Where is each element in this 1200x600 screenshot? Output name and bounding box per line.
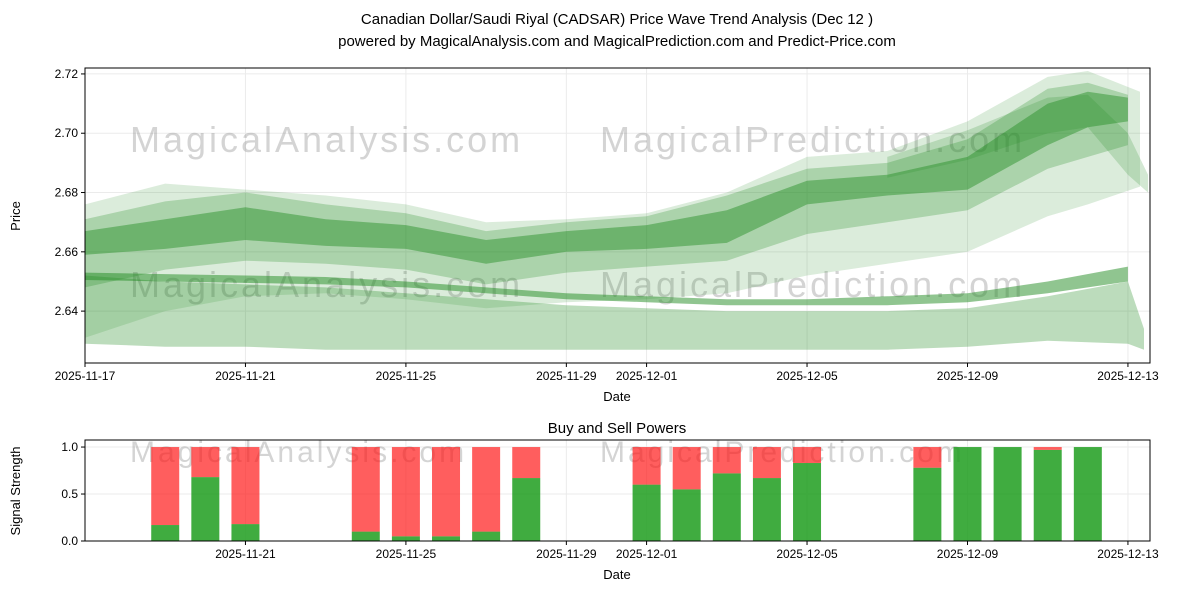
x-tick-label: 2025-12-01 [616, 547, 678, 561]
buy-bar [512, 478, 541, 541]
x-tick-label: 2025-12-09 [937, 369, 999, 383]
buy-bar [993, 447, 1022, 541]
x-tick-label: 2025-11-21 [215, 547, 276, 561]
buy-bar [632, 484, 661, 541]
buy-bar [391, 536, 420, 541]
buy-bar [472, 531, 501, 541]
price-axis-label: Price [8, 201, 23, 231]
price-bands [85, 71, 1148, 350]
sell-bar [391, 447, 420, 537]
y-tick-label: 0.5 [61, 487, 78, 501]
y-tick-label: 2.68 [55, 186, 79, 200]
date-axis-label-main: Date [603, 389, 630, 404]
sell-bar [672, 447, 701, 490]
y-tick-label: 2.64 [55, 304, 79, 318]
x-tick-label: 2025-12-13 [1097, 547, 1159, 561]
watermark-text: MagicalAnalysis.com [130, 119, 523, 160]
buy-bar [231, 524, 260, 541]
x-tick-label: 2025-11-21 [215, 369, 276, 383]
x-tick-label: 2025-11-29 [536, 369, 597, 383]
right-upper-band [887, 94, 1148, 193]
date-axis-label-power: Date [603, 567, 630, 582]
buy-bar [953, 447, 982, 541]
x-tick-label: 2025-11-29 [536, 547, 597, 561]
buy-bar [793, 463, 822, 541]
buy-bar [712, 473, 741, 541]
buy-bar [1033, 449, 1062, 541]
sell-bar [472, 447, 501, 532]
buy-bar [351, 531, 380, 541]
sell-bar [913, 447, 942, 468]
buy-bar [432, 536, 461, 541]
buy-bar [752, 478, 781, 541]
buy-bar [672, 489, 701, 541]
x-tick-label: 2025-11-17 [55, 369, 116, 383]
price-chart: MagicalAnalysis.com MagicalPrediction.com… [55, 67, 1159, 383]
x-tick-label: 2025-11-25 [376, 369, 437, 383]
main-title-line1: Canadian Dollar/Saudi Riyal (CADSAR) Pri… [361, 11, 873, 28]
y-tick-label: 2.72 [55, 67, 79, 81]
sell-bar [1033, 447, 1062, 450]
x-tick-label: 2025-12-01 [616, 369, 678, 383]
mid-band [85, 82, 1128, 288]
y-tick-label: 0.0 [61, 534, 78, 548]
sell-bar [231, 447, 260, 525]
buy-bar [913, 467, 942, 541]
power-bars [151, 447, 1102, 541]
watermark-text: MagicalPrediction.com [600, 119, 1025, 160]
sell-bar [752, 447, 781, 479]
sell-bar [712, 447, 741, 474]
buy-bar [1073, 447, 1102, 541]
sell-bar [191, 447, 220, 478]
sell-bar [632, 447, 661, 485]
plot-border [84, 439, 1151, 542]
power-chart-title: Buy and Sell Powers [548, 420, 686, 437]
sell-bar [512, 447, 541, 479]
sell-bar [151, 447, 180, 526]
buy-bar [191, 477, 220, 541]
y-tick-label: 1.0 [61, 440, 78, 454]
main-title-line2: powered by MagicalAnalysis.com and Magic… [338, 33, 896, 50]
x-tick-label: 2025-12-05 [776, 369, 838, 383]
mid-line-band [85, 266, 1128, 306]
buy-bar [151, 525, 180, 541]
sell-bar [793, 447, 822, 464]
lower-wide-band [85, 275, 1144, 350]
y-tick-label: 2.70 [55, 126, 79, 140]
plot-border [84, 67, 1151, 364]
signal-axis-label: Signal Strength [8, 447, 23, 536]
sell-bar [351, 447, 380, 532]
x-tick-label: 2025-12-05 [776, 547, 838, 561]
x-tick-label: 2025-11-25 [376, 547, 437, 561]
sell-bar [432, 447, 461, 537]
power-chart: MagicalAnalysis.com MagicalPrediction.com… [61, 436, 1159, 561]
y-tick-label: 2.66 [55, 245, 79, 259]
outer-light-band [85, 71, 1140, 338]
core-dark-band [85, 91, 1128, 264]
x-tick-label: 2025-12-13 [1097, 369, 1159, 383]
x-tick-label: 2025-12-09 [937, 547, 999, 561]
watermark-text: MagicalAnalysis.com [130, 264, 523, 305]
